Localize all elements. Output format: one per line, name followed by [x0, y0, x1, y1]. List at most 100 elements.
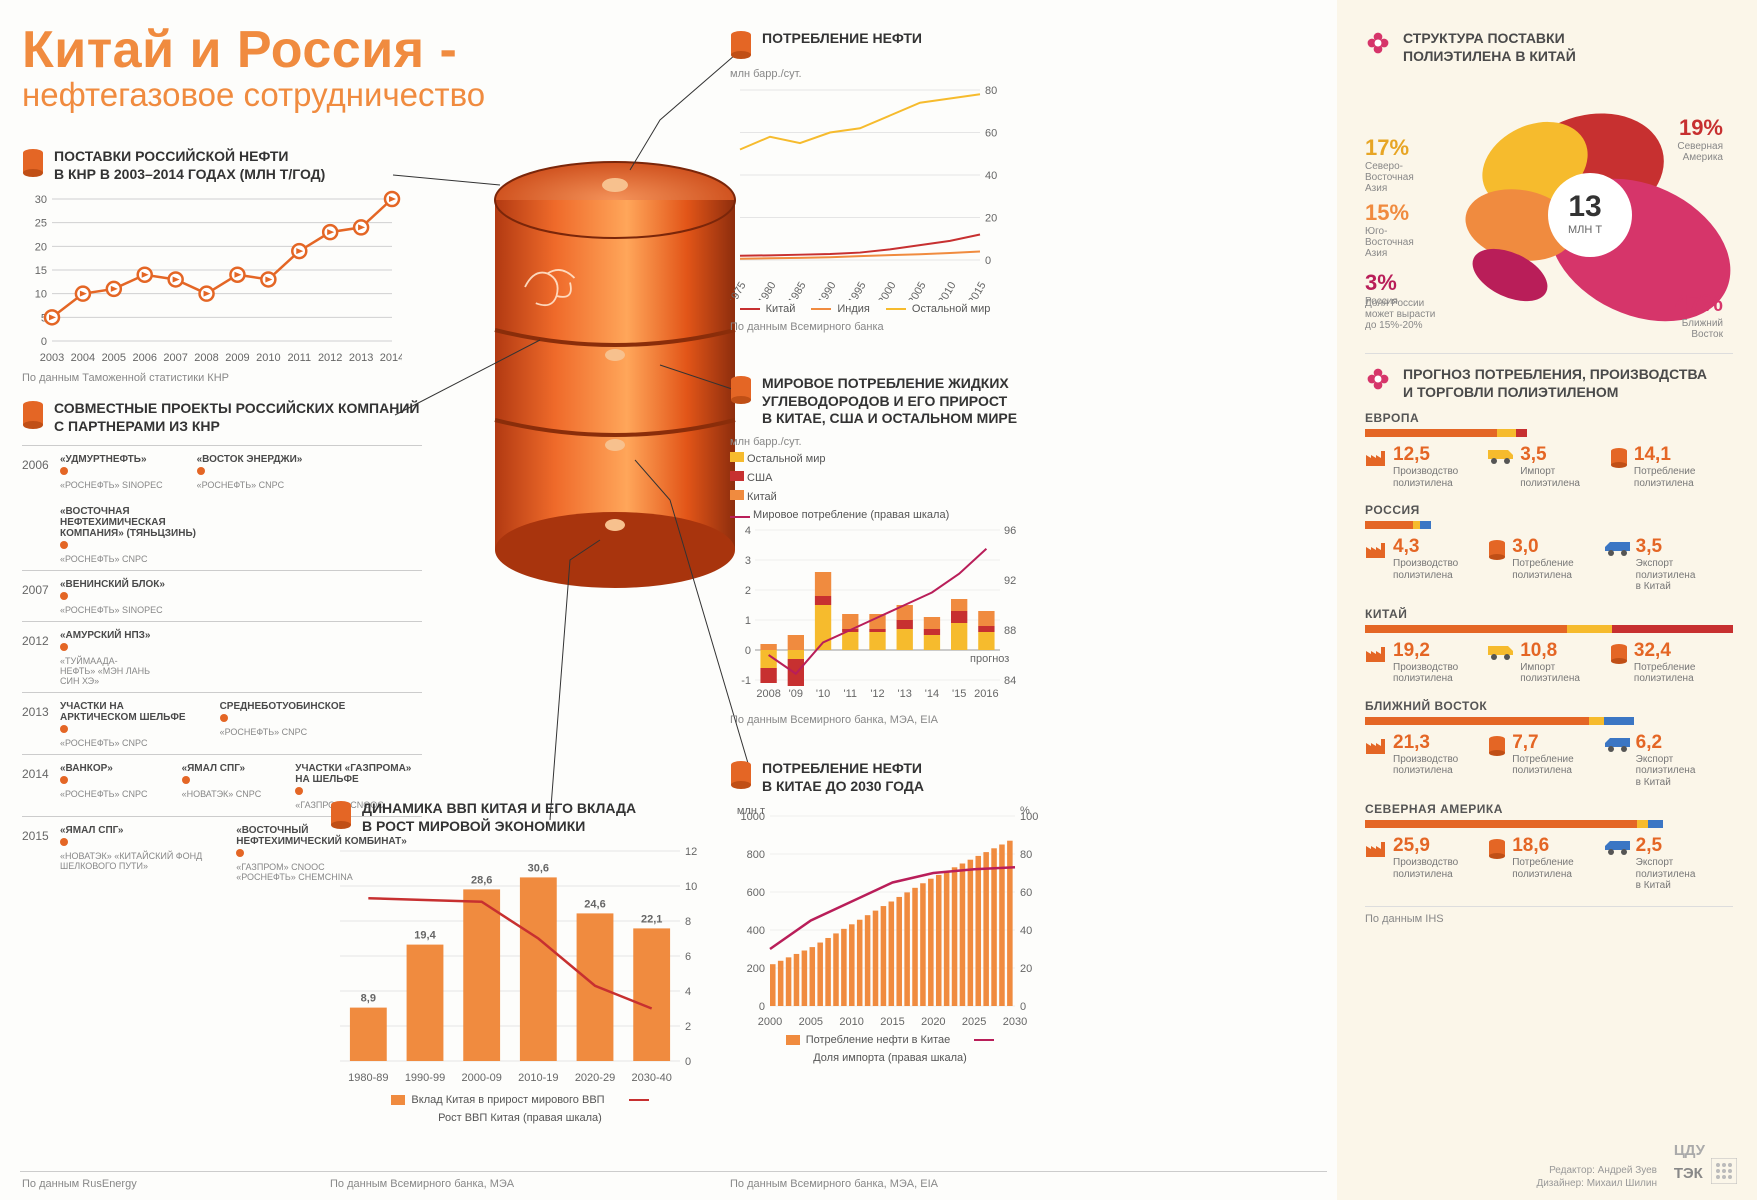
svg-text:1990: 1990 [816, 280, 839, 300]
pe-region: СЕВЕРНАЯ АМЕРИКА25,9Производство полиэти… [1365, 802, 1733, 892]
gdp-legend: Вклад Китая в прирост мирового ВВП Рост … [330, 1094, 710, 1124]
consumption-source: По данным Всемирного банка [730, 321, 1010, 333]
project-row: 2006«УДМУРТНЕФТЬ»«РОСНЕФТЬ» SINOPEC«ВОСТ… [22, 445, 422, 570]
svg-text:1995: 1995 [846, 280, 869, 300]
svg-text:22,1: 22,1 [641, 913, 662, 925]
svg-text:млн т: млн т [737, 805, 765, 817]
barrel-icon [730, 30, 752, 60]
svg-text:2006: 2006 [132, 352, 156, 364]
svg-text:'10: '10 [816, 688, 830, 700]
hydrocarbons-chart: МИРОВОЕ ПОТРЕБЛЕНИЕ ЖИДКИХ УГЛЕВОДОРОДОВ… [730, 375, 1030, 726]
svg-text:8,9: 8,9 [361, 993, 376, 1005]
project-item: «ВОСТОК ЭНЕРДЖИ»«РОСНЕФТЬ» CNPC [197, 454, 303, 490]
svg-text:8: 8 [685, 916, 691, 928]
svg-text:60: 60 [985, 128, 997, 140]
svg-text:2000: 2000 [758, 1016, 782, 1028]
svg-text:4: 4 [685, 986, 691, 998]
subtitle: нефтегазовое сотрудничество [22, 76, 485, 114]
svg-text:2030-40: 2030-40 [631, 1072, 671, 1084]
pe-source: По данным IHS [1365, 906, 1733, 925]
supply-source: По данным Таможенной статистики КНР [22, 372, 402, 384]
svg-text:80: 80 [1020, 849, 1032, 861]
svg-text:96: 96 [1004, 525, 1016, 537]
project-item: СРЕДНЕБОТУОБИНСКОЕ«РОСНЕФТЬ» CNPC [220, 701, 346, 748]
svg-text:15: 15 [35, 265, 47, 277]
pe-region: ЕВРОПА12,5Производство полиэтилена3,5Имп… [1365, 411, 1733, 489]
project-row: 2012«АМУРСКИЙ НПЗ»«ТУЙМААДА- НЕФТЬ» «МЭН… [22, 621, 422, 692]
gdp-title: ДИНАМИКА ВВП КИТАЯ И ЕГО ВКЛАДА В РОСТ М… [362, 800, 636, 835]
svg-text:2030: 2030 [1003, 1016, 1027, 1028]
pe-region: БЛИЖНИЙ ВОСТОК21,3Производство полиэтиле… [1365, 699, 1733, 789]
project-item: «ВАНКОР»«РОСНЕФТЬ» CNPC [60, 763, 148, 810]
supply-chart: ПОСТАВКИ РОССИЙСКОЙ НЕФТИ В КНР В 2003–2… [22, 148, 402, 384]
footer-rule [20, 1171, 1327, 1172]
svg-text:0: 0 [41, 336, 47, 348]
svg-text:%: % [1020, 805, 1030, 817]
svg-text:40: 40 [1020, 925, 1032, 937]
hydro-title: МИРОВОЕ ПОТРЕБЛЕНИЕ ЖИДКИХ УГЛЕВОДОРОДОВ… [762, 375, 1017, 428]
svg-text:0: 0 [685, 1056, 691, 1068]
flower-icon [1365, 30, 1391, 56]
svg-text:2016: 2016 [974, 688, 998, 700]
project-item: «ЯМАЛ СПГ»«НОВАТЭК» CNPC [182, 763, 262, 810]
svg-text:'11: '11 [844, 688, 858, 700]
svg-text:2015: 2015 [966, 280, 989, 300]
barrel-icon [730, 760, 752, 790]
svg-text:2011: 2011 [287, 352, 311, 364]
hydro-source: По данным Всемирного банка, МЭА, EIA [730, 714, 1030, 726]
project-item: «АМУРСКИЙ НПЗ»«ТУЙМААДА- НЕФТЬ» «МЭН ЛАН… [60, 630, 150, 686]
flower-icon [1365, 366, 1391, 392]
projects-title: СОВМЕСТНЫЕ ПРОЕКТЫ РОССИЙСКИХ КОМПАНИЙ С… [54, 400, 419, 435]
svg-text:2012: 2012 [318, 352, 342, 364]
svg-text:2015: 2015 [880, 1016, 904, 1028]
barrel-icon [22, 400, 44, 430]
footer-src-2: По данным Всемирного банка, МЭА [330, 1178, 514, 1190]
barrel-icon [330, 800, 352, 830]
svg-text:2025: 2025 [962, 1016, 986, 1028]
consumption-title: ПОТРЕБЛЕНИЕ НЕФТИ [762, 30, 922, 48]
project-item: «УДМУРТНЕФТЬ»«РОСНЕФТЬ» SINOPEC [60, 454, 163, 490]
svg-text:1980: 1980 [756, 280, 779, 300]
svg-text:2005: 2005 [906, 280, 929, 300]
pe-forecast-title: ПРОГНОЗ ПОТРЕБЛЕНИЯ, ПРОИЗВОДСТВА И ТОРГ… [1403, 366, 1707, 401]
pe-region: РОССИЯ4,3Производство полиэтилена3,0Потр… [1365, 503, 1733, 593]
svg-text:84: 84 [1004, 675, 1016, 687]
svg-text:2010-19: 2010-19 [518, 1072, 558, 1084]
svg-text:80: 80 [985, 85, 997, 97]
svg-text:24,6: 24,6 [584, 898, 605, 910]
svg-text:0: 0 [745, 645, 751, 657]
project-item: УЧАСТКИ НА АРКТИЧЕСКОМ ШЕЛЬФЕ«РОСНЕФТЬ» … [60, 701, 186, 748]
logo: ЦДУ ТЭК [1674, 1143, 1737, 1184]
svg-text:10: 10 [35, 289, 47, 301]
svg-text:1975: 1975 [730, 280, 749, 300]
svg-text:2008: 2008 [194, 352, 218, 364]
svg-text:2008: 2008 [756, 688, 780, 700]
svg-text:2005: 2005 [799, 1016, 823, 1028]
svg-text:2020: 2020 [921, 1016, 945, 1028]
svg-text:2: 2 [745, 585, 751, 597]
svg-text:88: 88 [1004, 625, 1016, 637]
svg-text:400: 400 [747, 925, 765, 937]
svg-text:0: 0 [1020, 1001, 1026, 1013]
gdp-chart: ДИНАМИКА ВВП КИТАЯ И ЕГО ВКЛАДА В РОСТ М… [330, 800, 710, 1124]
main-title: Китай и Россия - [22, 20, 485, 80]
pe-structure-title: СТРУКТУРА ПОСТАВКИ ПОЛИЭТИЛЕНА В КИТАЙ [1403, 30, 1576, 65]
c2030-title: ПОТРЕБЛЕНИЕ НЕФТИ В КИТАЕ ДО 2030 ГОДА [762, 760, 924, 795]
svg-text:200: 200 [747, 963, 765, 975]
project-item: «ВЕНИНСКИЙ БЛОК»«РОСНЕФТЬ» SINOPEC [60, 579, 165, 615]
svg-text:25: 25 [35, 218, 47, 230]
hydro-unit: млн барр./сут. [730, 436, 1030, 448]
consumption-chart: ПОТРЕБЛЕНИЕ НЕФТИ млн барр./сут. 0204060… [730, 30, 1010, 333]
svg-text:30: 30 [35, 194, 47, 206]
project-row: 2013УЧАСТКИ НА АРКТИЧЕСКОМ ШЕЛЬФЕ«РОСНЕФ… [22, 692, 422, 754]
svg-text:1: 1 [745, 615, 751, 627]
svg-text:92: 92 [1004, 575, 1016, 587]
svg-text:1980-89: 1980-89 [348, 1072, 388, 1084]
svg-text:28,6: 28,6 [471, 874, 492, 886]
svg-text:2013: 2013 [349, 352, 373, 364]
svg-text:2000-09: 2000-09 [461, 1072, 501, 1084]
footer-src-3: По данным Всемирного банка, МЭА, EIA [730, 1178, 938, 1190]
svg-text:12: 12 [685, 846, 697, 858]
svg-text:600: 600 [747, 887, 765, 899]
china2030-chart: ПОТРЕБЛЕНИЕ НЕФТИ В КИТАЕ ДО 2030 ГОДА 0… [730, 760, 1050, 1064]
